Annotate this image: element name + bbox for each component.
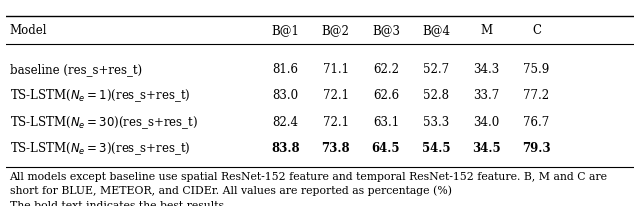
Text: 82.4: 82.4 <box>273 116 298 129</box>
Text: B@3: B@3 <box>372 24 400 37</box>
Text: 83.0: 83.0 <box>273 89 299 102</box>
Text: 81.6: 81.6 <box>273 63 298 76</box>
Text: 83.8: 83.8 <box>271 142 300 155</box>
Text: B@2: B@2 <box>322 24 349 37</box>
Text: baseline (res_s+res_t): baseline (res_s+res_t) <box>10 63 141 76</box>
Text: 62.2: 62.2 <box>373 63 399 76</box>
Text: 77.2: 77.2 <box>524 89 550 102</box>
Text: The bold text indicates the best results: The bold text indicates the best results <box>10 201 223 206</box>
Text: 54.5: 54.5 <box>422 142 451 155</box>
Text: Model: Model <box>10 24 47 37</box>
Text: 76.7: 76.7 <box>524 116 550 129</box>
Text: C: C <box>532 24 541 37</box>
Text: 34.5: 34.5 <box>472 142 500 155</box>
Text: 79.3: 79.3 <box>522 142 550 155</box>
Text: 52.8: 52.8 <box>423 89 449 102</box>
Text: short for BLUE, METEOR, and CIDEr. All values are reported as percentage (%): short for BLUE, METEOR, and CIDEr. All v… <box>10 186 452 196</box>
Text: TS-LSTM($N_e = 1$)(res_s+res_t): TS-LSTM($N_e = 1$)(res_s+res_t) <box>10 88 190 104</box>
Text: TS-LSTM($N_e = 3$)(res_s+res_t): TS-LSTM($N_e = 3$)(res_s+res_t) <box>10 140 190 157</box>
Text: 33.7: 33.7 <box>473 89 499 102</box>
Text: 34.3: 34.3 <box>473 63 499 76</box>
Text: 53.3: 53.3 <box>423 116 449 129</box>
Text: 75.9: 75.9 <box>524 63 550 76</box>
Text: All models except baseline use spatial ResNet-152 feature and temporal ResNet-15: All models except baseline use spatial R… <box>10 172 607 182</box>
Text: 72.1: 72.1 <box>323 116 349 129</box>
Text: 71.1: 71.1 <box>323 63 349 76</box>
Text: 34.0: 34.0 <box>473 116 499 129</box>
Text: 72.1: 72.1 <box>323 89 349 102</box>
Text: 64.5: 64.5 <box>372 142 400 155</box>
Text: 62.6: 62.6 <box>372 89 399 102</box>
Text: B@1: B@1 <box>271 24 300 37</box>
Text: M: M <box>480 24 492 37</box>
Text: B@4: B@4 <box>422 24 450 37</box>
Text: 73.8: 73.8 <box>321 142 350 155</box>
Text: 52.7: 52.7 <box>423 63 449 76</box>
Text: 63.1: 63.1 <box>372 116 399 129</box>
Text: TS-LSTM($N_e = 30$)(res_s+res_t): TS-LSTM($N_e = 30$)(res_s+res_t) <box>10 114 198 131</box>
